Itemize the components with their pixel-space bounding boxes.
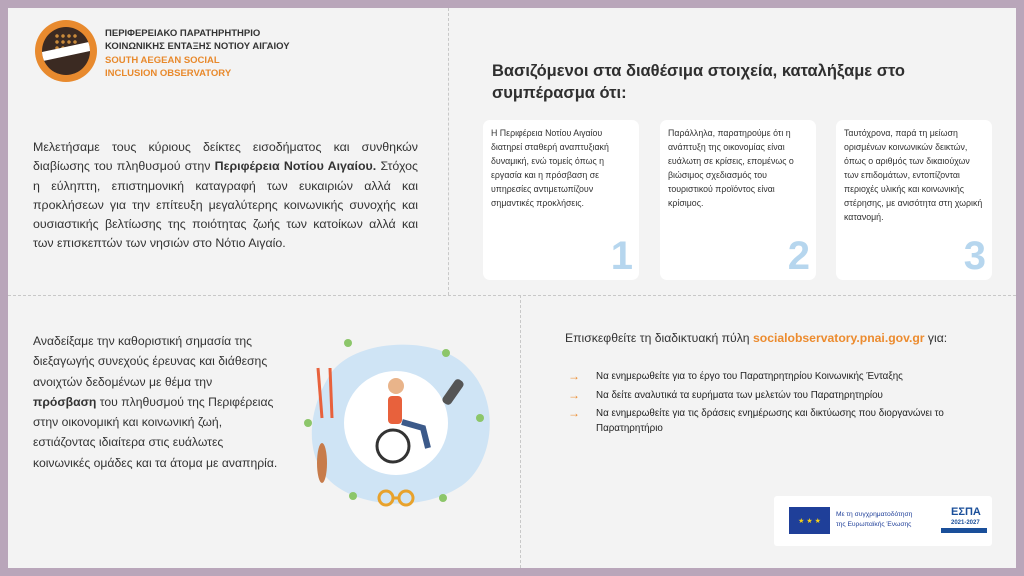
card-number: 1 (610, 234, 633, 278)
arrow-right-icon: → (568, 387, 580, 402)
conclusions-headline: Βασιζόμενοι στα διαθέσιμα στοιχεία, κατα… (492, 62, 905, 102)
wheelchair-user-icon (375, 378, 431, 464)
org-line: SOUTH AEGEAN SOCIAL (105, 55, 220, 66)
divider (8, 295, 1016, 296)
org-line: INCLUSION OBSERVATORY (105, 68, 232, 79)
eu-cofunding-text: Με τη συγχρηματοδότηση της Ευρωπαϊκής Έν… (836, 510, 912, 530)
conclusion-card: Παράλληλα, παρατηρούμε ότι η ανάπτυξη τη… (660, 120, 816, 280)
eu-text-line: της Ευρωπαϊκής Ένωσης (836, 521, 912, 528)
visit-text: Επισκεφθείτε τη διαδικτυακή πύλη (565, 331, 753, 345)
divider (448, 8, 449, 295)
portal-link[interactable]: socialobservatory.pnai.gov.gr (752, 331, 925, 345)
intro-text: Στόχος η εύληπτη, επιστημονική καταγραφή… (33, 159, 418, 251)
intro-paragraph: Μελετήσαμε τους κύριους δείκτες εισοδήμα… (33, 138, 418, 254)
list-item-text: Να ενημερωθείτε για το έργο του Παρατηρη… (596, 371, 903, 382)
access-paragraph: Αναδείξαμε την καθοριστική σημασία της δ… (33, 331, 278, 473)
surfboard-icon (317, 443, 327, 483)
espa-years: 2021-2027 (951, 520, 980, 526)
org-line: ΠΕΡΙΦΕΡΕΙΑΚΟ ΠΑΡΑΤΗΡΗΤΗΡΙΟ (105, 28, 261, 39)
people-icons (304, 339, 484, 502)
arrow-right-icon: → (568, 406, 580, 421)
espa-logo: ΕΣΠΑ 2021-2027 (941, 506, 987, 533)
card-text: Παράλληλα, παρατηρούμε ότι η ανάπτυξη τη… (668, 128, 794, 208)
card-number: 3 (963, 234, 986, 278)
crutches-icon (316, 367, 334, 419)
org-name-greek: ΠΕΡΙΦΕΡΕΙΑΚΟ ΠΑΡΑΤΗΡΗΤΗΡΙΟ ΚΟΙΝΩΝΙΚΗΣ ΕΝ… (105, 27, 290, 53)
conclusion-card: Η Περιφέρεια Νοτίου Αιγαίου διατηρεί στα… (483, 120, 639, 280)
intro-bold: Περιφέρεια Νοτίου Αιγαίου. (214, 159, 377, 174)
intro-text: Μελετήσαμε τους κύριους δείκτες εισοδήμα… (33, 140, 418, 174)
access-bold: πρόσβαση (33, 394, 97, 409)
card-number: 2 (787, 234, 810, 278)
divider (520, 295, 521, 568)
portal-benefits-list: → Να ενημερωθείτε για το έργο του Παρατηρ… (568, 369, 1005, 436)
list-item: → Να δείτε αναλυτικά τα ευρήματα των μελε… (568, 387, 1005, 404)
arrow-right-icon: → (568, 369, 580, 383)
eu-flag-icon: ★ ★ ★ (789, 507, 830, 534)
microphone-icon (442, 379, 464, 405)
accessibility-illustration (304, 339, 490, 507)
org-line: ΚΟΙΝΩΝΙΚΗΣ ΕΝΤΑΞΗΣ ΝΟΤΙΟΥ ΑΙΓΑΙΟΥ (105, 41, 290, 52)
glasses-icon (377, 489, 415, 507)
list-item-text: Να ενημερωθείτε για τις δράσεις ενημέρωσ… (596, 408, 944, 434)
observatory-logo (35, 20, 97, 82)
card-text: Η Περιφέρεια Νοτίου Αιγαίου διατηρεί στα… (491, 128, 609, 208)
list-item: → Να ενημερωθείτε για τις δράσεις ενημέρω… (568, 406, 1005, 436)
infographic-page: ΠΕΡΙΦΕΡΕΙΑΚΟ ΠΑΡΑΤΗΡΗΤΗΡΙΟ ΚΟΙΝΩΝΙΚΗΣ ΕΝ… (8, 8, 1016, 568)
conclusion-card: Ταυτόχρονα, παρά τη μείωση ορισμένων κοι… (836, 120, 992, 280)
visit-portal-text: Επισκεφθείτε τη διαδικτυακή πύλη socialo… (565, 330, 1005, 346)
access-text: του πληθυσμού της Περιφέρειας στην οικον… (33, 394, 278, 470)
org-name-english: SOUTH AEGEAN SOCIAL INCLUSION OBSERVATOR… (105, 54, 231, 80)
card-text: Ταυτόχρονα, παρά τη μείωση ορισμένων κοι… (844, 128, 983, 222)
visit-text: για: (924, 331, 948, 345)
list-item: → Να ενημερωθείτε για το έργο του Παρατηρ… (568, 369, 1005, 385)
list-item-text: Να δείτε αναλυτικά τα ευρήματα των μελετ… (596, 389, 883, 401)
access-text: Αναδείξαμε την καθοριστική σημασία της δ… (33, 334, 268, 389)
eu-text-line: Με τη συγχρηματοδότηση (836, 511, 913, 518)
espa-title: ΕΣΠΑ (951, 506, 981, 518)
visit-portal-section: Επισκεφθείτε τη διαδικτυακή πύλη socialo… (565, 330, 1005, 440)
funding-banner: ★ ★ ★ Με τη συγχρηματοδότηση της Ευρωπαϊ… (774, 496, 992, 546)
